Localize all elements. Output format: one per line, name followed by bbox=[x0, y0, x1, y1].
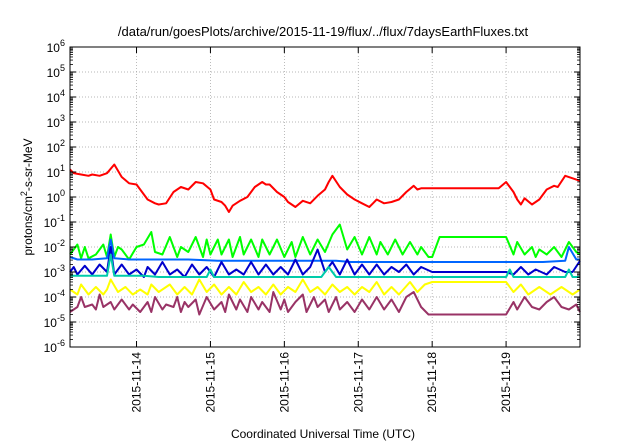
y-tick-label: 106 bbox=[47, 38, 65, 55]
x-axis-label: Coordinated Universal Time (UTC) bbox=[231, 427, 415, 441]
y-tick-exponent: 6 bbox=[60, 38, 65, 48]
y-tick-labels: 10-610-510-410-310-210-11001011021031041… bbox=[44, 38, 65, 355]
x-tick-label: 2015-11-18 bbox=[425, 352, 439, 413]
x-tick-label: 2015-11-14 bbox=[130, 352, 144, 413]
y-tick-label: 10-5 bbox=[44, 313, 65, 330]
y-tick-label: 105 bbox=[47, 63, 65, 80]
y-tick-base: 10 bbox=[44, 216, 58, 230]
y-axis-label-part-2: -s-sr-MeV bbox=[21, 138, 35, 191]
y-tick-label: 104 bbox=[47, 88, 65, 105]
x-tick-labels: 2015-11-14 2015-11-15 2015-11-16 2015-11-17… bbox=[130, 352, 514, 413]
y-tick-base: 10 bbox=[44, 291, 58, 305]
series-line-1 bbox=[69, 223, 581, 261]
y-tick-exponent: 3 bbox=[60, 113, 65, 123]
y-tick-exponent: 0 bbox=[60, 188, 65, 198]
y-tick-exponent: 1 bbox=[60, 163, 65, 173]
y-tick-label: 10-1 bbox=[44, 213, 65, 230]
y-tick-label: 101 bbox=[47, 163, 65, 180]
y-tick-exponent: 5 bbox=[60, 63, 65, 73]
y-tick-exponent: -3 bbox=[57, 263, 65, 273]
y-tick-label: 10-4 bbox=[44, 288, 65, 305]
y-tick-exponent: -2 bbox=[57, 238, 65, 248]
y-tick-base: 10 bbox=[44, 341, 58, 355]
y-tick-label: 102 bbox=[47, 138, 65, 155]
series-line-0 bbox=[69, 163, 581, 213]
y-tick-exponent: 2 bbox=[60, 138, 65, 148]
x-tick-label: 2015-11-17 bbox=[351, 352, 365, 413]
y-tick-label: 100 bbox=[47, 188, 65, 205]
x-tick-label: 2015-11-15 bbox=[203, 352, 217, 413]
y-tick-base: 10 bbox=[47, 66, 61, 80]
y-tick-base: 10 bbox=[47, 141, 61, 155]
series-line-3 bbox=[69, 246, 581, 278]
y-tick-label: 10-2 bbox=[44, 238, 65, 255]
y-tick-base: 10 bbox=[47, 166, 61, 180]
y-tick-base: 10 bbox=[44, 266, 58, 280]
y-tick-label: 10-6 bbox=[44, 338, 65, 355]
y-tick-exponent: -4 bbox=[57, 288, 65, 298]
chart-title: /data/run/goesPlots/archive/2015-11-19/f… bbox=[118, 24, 529, 39]
ticks-group bbox=[70, 46, 580, 348]
y-tick-base: 10 bbox=[44, 316, 58, 330]
series-line-5 bbox=[69, 278, 581, 296]
y-tick-exponent: -5 bbox=[57, 313, 65, 323]
x-tick-label: 2015-11-16 bbox=[277, 352, 291, 413]
y-tick-base: 10 bbox=[44, 241, 58, 255]
series-line-4 bbox=[70, 253, 580, 278]
y-axis-label: protons/cm2-s-sr-MeV bbox=[19, 138, 35, 255]
y-tick-exponent: -1 bbox=[57, 213, 65, 223]
y-axis-label-superscript: 2 bbox=[19, 191, 29, 196]
y-tick-base: 10 bbox=[47, 191, 61, 205]
y-tick-exponent: -6 bbox=[57, 338, 65, 348]
series-line-6 bbox=[69, 291, 581, 316]
y-tick-exponent: 4 bbox=[60, 88, 65, 98]
y-tick-base: 10 bbox=[47, 91, 61, 105]
y-axis-label-part: protons/cm bbox=[21, 196, 35, 255]
y-tick-label: 103 bbox=[47, 113, 65, 130]
y-tick-base: 10 bbox=[47, 116, 61, 130]
y-tick-base: 10 bbox=[47, 41, 61, 55]
series-group bbox=[69, 163, 581, 316]
x-tick-label: 2015-11-19 bbox=[499, 352, 513, 413]
y-tick-label: 10-3 bbox=[44, 263, 65, 280]
